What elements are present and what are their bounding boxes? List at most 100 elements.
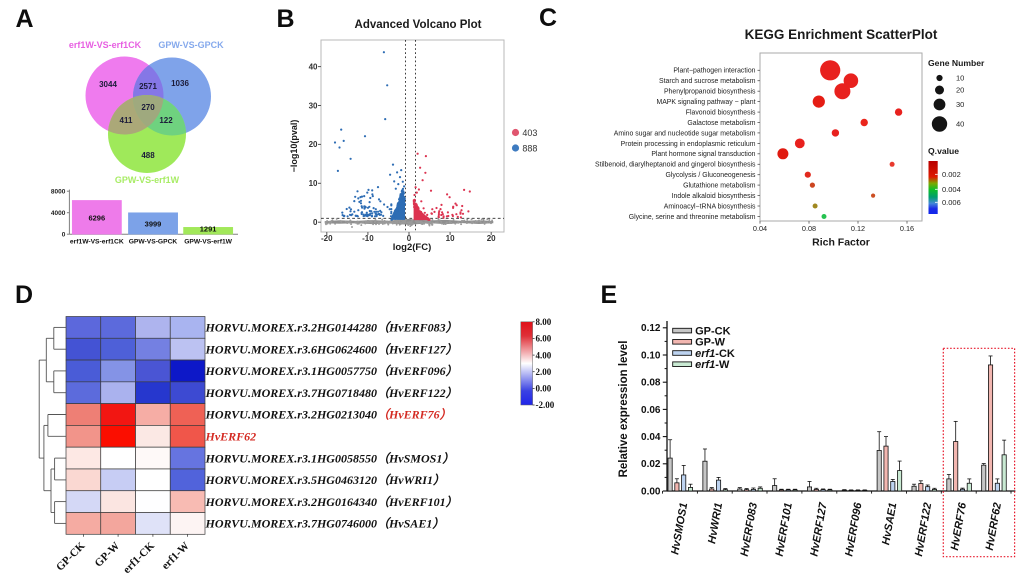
svg-text:Phenylpropanoid biosynthesis: Phenylpropanoid biosynthesis	[664, 89, 756, 96]
svg-text:Stilbenoid, diarylheptanoid an: Stilbenoid, diarylheptanoid and gingerol…	[595, 162, 756, 169]
svg-text:GPW-VS-GPCK: GPW-VS-GPCK	[129, 239, 178, 246]
svg-text:HvSMOS1: HvSMOS1	[669, 502, 690, 556]
svg-text:erf1-W: erf1-W	[159, 540, 191, 572]
svg-text:270: 270	[141, 103, 155, 112]
svg-text:888: 888	[522, 143, 537, 153]
svg-text:HORVU.MOREX.r3.7HG0746000（HvSA: HORVU.MOREX.r3.7HG0746000（HvSAE1）	[205, 517, 445, 531]
svg-text:8000: 8000	[51, 188, 66, 195]
svg-text:0.00: 0.00	[536, 384, 552, 394]
svg-text:log2(FC): log2(FC)	[393, 242, 432, 253]
svg-text:Galactose metabolism: Galactose metabolism	[687, 120, 755, 127]
svg-text:D: D	[15, 281, 33, 309]
svg-text:10: 10	[446, 234, 455, 243]
svg-text:Plant hormone signal transduct: Plant hormone signal transduction	[651, 151, 755, 158]
svg-text:0.004: 0.004	[942, 185, 961, 194]
svg-text:GPW-VS-erf1W: GPW-VS-erf1W	[184, 239, 232, 246]
svg-text:20: 20	[309, 140, 318, 149]
svg-text:6296: 6296	[88, 213, 105, 222]
svg-text:HvERF62: HvERF62	[205, 430, 257, 444]
svg-text:20: 20	[487, 234, 496, 243]
svg-text:GP-CK: GP-CK	[54, 540, 88, 574]
svg-text:HORVU.MOREX.r3.7HG0718480（HvER: HORVU.MOREX.r3.7HG0718480（HvERF122）	[205, 386, 458, 400]
svg-text:erf1-W: erf1-W	[695, 359, 730, 371]
svg-text:Plant−pathogen interaction: Plant−pathogen interaction	[673, 68, 755, 75]
svg-text:Indole alkaloid biosynthesis: Indole alkaloid biosynthesis	[672, 193, 756, 200]
svg-text:HvERF122: HvERF122	[913, 502, 934, 558]
svg-text:HvSAE1: HvSAE1	[880, 502, 899, 546]
svg-text:GPW-VS-erf1W: GPW-VS-erf1W	[115, 175, 180, 185]
svg-text:-2.00: -2.00	[536, 400, 555, 410]
svg-text:4000: 4000	[51, 210, 66, 217]
svg-text:HvERF096: HvERF096	[843, 501, 864, 558]
svg-text:30: 30	[309, 101, 318, 110]
svg-text:3999: 3999	[145, 220, 162, 229]
svg-text:0.04: 0.04	[641, 432, 661, 443]
svg-text:40: 40	[956, 120, 964, 129]
svg-text:0: 0	[62, 231, 66, 238]
svg-text:0.06: 0.06	[641, 405, 661, 416]
svg-text:−log10(pval): −log10(pval)	[289, 120, 299, 173]
svg-text:GP-CK: GP-CK	[695, 325, 731, 337]
svg-text:0.16: 0.16	[900, 224, 914, 233]
svg-text:erf1-CK: erf1-CK	[695, 348, 735, 360]
svg-text:Protein processing in endoplas: Protein processing in endoplasmic reticu…	[621, 141, 756, 148]
svg-text:Flavonoid biosynthesis: Flavonoid biosynthesis	[686, 110, 756, 117]
svg-text:40: 40	[309, 62, 318, 71]
svg-text:3044: 3044	[99, 80, 117, 89]
svg-text:MAPK signaling pathway − plant: MAPK signaling pathway − plant	[656, 99, 755, 106]
svg-text:1036: 1036	[171, 79, 189, 88]
svg-text:HORVU.MOREX.r3.5HG0463120（HvWR: HORVU.MOREX.r3.5HG0463120（HvWRI1）	[205, 473, 445, 487]
svg-text:30: 30	[956, 100, 964, 109]
svg-text:10: 10	[956, 74, 964, 83]
svg-text:HORVU.MOREX.r3.2HG0164340（HvER: HORVU.MOREX.r3.2HG0164340（HvERF101）	[205, 495, 458, 509]
svg-text:A: A	[16, 5, 34, 33]
svg-text:122: 122	[159, 116, 173, 125]
svg-text:E: E	[601, 281, 618, 309]
svg-text:8.00: 8.00	[536, 317, 552, 327]
svg-text:Rich Factor: Rich Factor	[812, 236, 870, 248]
svg-text:488: 488	[141, 151, 155, 160]
svg-text:-10: -10	[362, 234, 374, 243]
svg-text:Amino sugar and nucleotide sug: Amino sugar and nucleotide sugar metabol…	[614, 130, 756, 137]
svg-text:0.08: 0.08	[802, 224, 816, 233]
svg-text:HvERF101: HvERF101	[774, 502, 795, 558]
svg-text:erf1-CK: erf1-CK	[121, 540, 157, 576]
svg-text:GPW-VS-GPCK: GPW-VS-GPCK	[158, 40, 224, 50]
svg-text:Gene Number: Gene Number	[928, 58, 985, 68]
svg-text:0.08: 0.08	[641, 378, 661, 389]
svg-text:C: C	[539, 4, 557, 32]
svg-text:Q.value: Q.value	[928, 146, 959, 156]
svg-text:0.12: 0.12	[851, 224, 865, 233]
svg-text:GP-W: GP-W	[93, 540, 123, 570]
svg-text:Aminoacyl−tRNA biosynthesis: Aminoacyl−tRNA biosynthesis	[664, 203, 756, 210]
svg-text:0: 0	[407, 234, 412, 243]
svg-text:HvWRI1: HvWRI1	[706, 502, 725, 545]
svg-text:0.006: 0.006	[942, 198, 961, 207]
svg-text:HORVU.MOREX.r3.1HG0057750（HvER: HORVU.MOREX.r3.1HG0057750（HvERF096）	[205, 364, 458, 378]
svg-text:Starch and sucrose metabolism: Starch and sucrose metabolism	[659, 78, 756, 85]
svg-text:HvERF083: HvERF083	[739, 502, 760, 558]
svg-text:Glutathione metabolism: Glutathione metabolism	[683, 183, 756, 190]
svg-text:0.04: 0.04	[753, 224, 767, 233]
svg-text:0: 0	[313, 218, 318, 227]
svg-text:0.002: 0.002	[942, 170, 961, 179]
svg-text:HORVU.MOREX.r3.6HG0624600（HvER: HORVU.MOREX.r3.6HG0624600（HvERF127）	[205, 342, 458, 356]
svg-text:erf1W-VS-erf1CK: erf1W-VS-erf1CK	[69, 40, 142, 50]
svg-text:0.02: 0.02	[641, 459, 661, 470]
svg-text:0.10: 0.10	[641, 350, 661, 361]
svg-text:403: 403	[522, 128, 537, 138]
svg-text:GP-W: GP-W	[695, 337, 726, 349]
svg-text:0.12: 0.12	[641, 323, 661, 334]
svg-text:HvERF76: HvERF76	[949, 501, 969, 552]
svg-text:-20: -20	[321, 234, 333, 243]
svg-text:Advanced Volcano Plot: Advanced Volcano Plot	[355, 19, 482, 31]
svg-text:20: 20	[956, 86, 964, 95]
svg-text:6.00: 6.00	[536, 334, 552, 344]
svg-text:KEGG Enrichment ScatterPlot: KEGG Enrichment ScatterPlot	[745, 27, 938, 42]
svg-text:HORVU.MOREX.r3.2HG0144280（HvER: HORVU.MOREX.r3.2HG0144280（HvERF083）	[205, 321, 458, 335]
svg-text:Glycolysis / Gluconeogenesis: Glycolysis / Gluconeogenesis	[665, 172, 756, 179]
svg-text:2.00: 2.00	[536, 367, 552, 377]
svg-text:B: B	[277, 5, 295, 33]
svg-text:411: 411	[120, 116, 133, 125]
svg-text:10: 10	[309, 179, 318, 188]
